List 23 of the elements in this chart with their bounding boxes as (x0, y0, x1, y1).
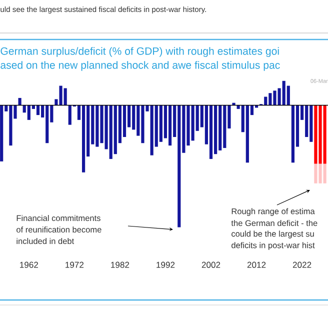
bar (82, 105, 86, 172)
chart-subtitle: ased on the new planned shock and awe fiscal stimulus pac (0, 61, 280, 71)
text: included in debt (16, 238, 74, 244)
bar (18, 98, 22, 106)
bar (0, 105, 4, 162)
x-tick-label: 1972 (66, 262, 84, 268)
bar (232, 102, 236, 106)
annotation: Financial commitments (16, 214, 100, 222)
annotation: of reunification become (16, 226, 102, 233)
bar (209, 105, 213, 159)
x-tick-label: 2022 (292, 262, 312, 268)
annotation: Rough range of estima (232, 208, 315, 216)
x-tick-label: 1992 (156, 262, 175, 268)
x-tick-label: 2012 (247, 262, 266, 268)
text: deficits in post-war hist (232, 242, 315, 250)
x-tick-label: 1962 (20, 262, 38, 268)
x-tick-label: 2002 (202, 262, 220, 268)
x-tick-label: 1982 (111, 262, 130, 268)
bar (168, 105, 172, 146)
annotation: the German deficit - the (231, 220, 318, 226)
bar (36, 105, 40, 116)
text: could be the largest su (232, 230, 314, 238)
chart-title: German surplus/deficit (% of GDP) with rough estimates goi (0, 47, 279, 57)
